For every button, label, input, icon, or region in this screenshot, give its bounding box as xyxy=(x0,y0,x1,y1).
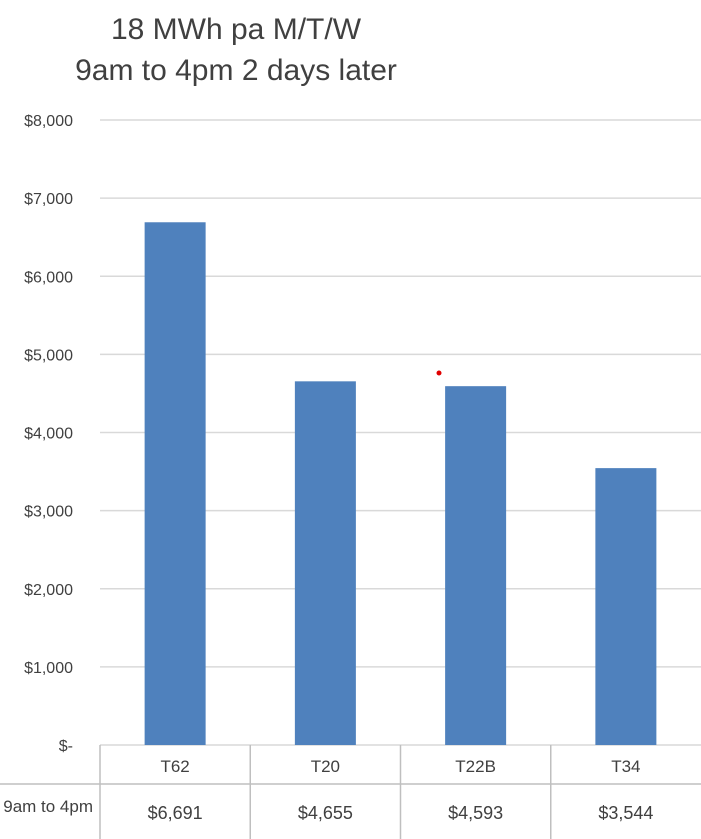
bar-series xyxy=(144,222,657,745)
x-tick-label: T34 xyxy=(611,757,640,776)
y-tick-label: $6,000 xyxy=(24,269,73,286)
y-tick-label: $5,000 xyxy=(24,347,73,364)
data-table: T62 $6,691 T20 $4,655 T22B $4,593 T34 $3,544 9am… xyxy=(0,745,701,839)
data-table-value: $4,593 xyxy=(448,803,503,823)
x-tick-label: T20 xyxy=(311,757,340,776)
y-tick-label: $8,000 xyxy=(24,113,73,130)
x-tick-label: T62 xyxy=(160,757,189,776)
bar-t34 xyxy=(595,468,657,745)
y-tick-label: $3,000 xyxy=(24,504,73,521)
y-tick-label: $2,000 xyxy=(24,582,73,599)
y-tick-label: $1,000 xyxy=(24,660,73,677)
data-table-value: $3,544 xyxy=(598,803,653,823)
data-table-value: $6,691 xyxy=(148,803,203,823)
y-axis-tick-labels: $- $1,000 $2,000 $3,000 $4,000 $5,000 $6,000 $7… xyxy=(24,113,73,755)
y-tick-label: $4,000 xyxy=(24,426,73,443)
bar-t20 xyxy=(294,381,356,745)
bar-t22b xyxy=(445,386,507,745)
red-dot-marker xyxy=(436,370,442,376)
data-table-value: $4,655 xyxy=(298,803,353,823)
x-tick-label: T22B xyxy=(455,757,496,776)
y-tick-label: $- xyxy=(59,738,73,755)
bar-t62 xyxy=(144,222,206,745)
data-table-series-label: 9am to 4pm xyxy=(3,797,93,816)
y-tick-label: $7,000 xyxy=(24,191,73,208)
chart-title-line-2: 9am to 4pm 2 days later xyxy=(75,54,397,87)
chart-title-line-1: 18 MWh pa M/T/W xyxy=(111,13,362,46)
